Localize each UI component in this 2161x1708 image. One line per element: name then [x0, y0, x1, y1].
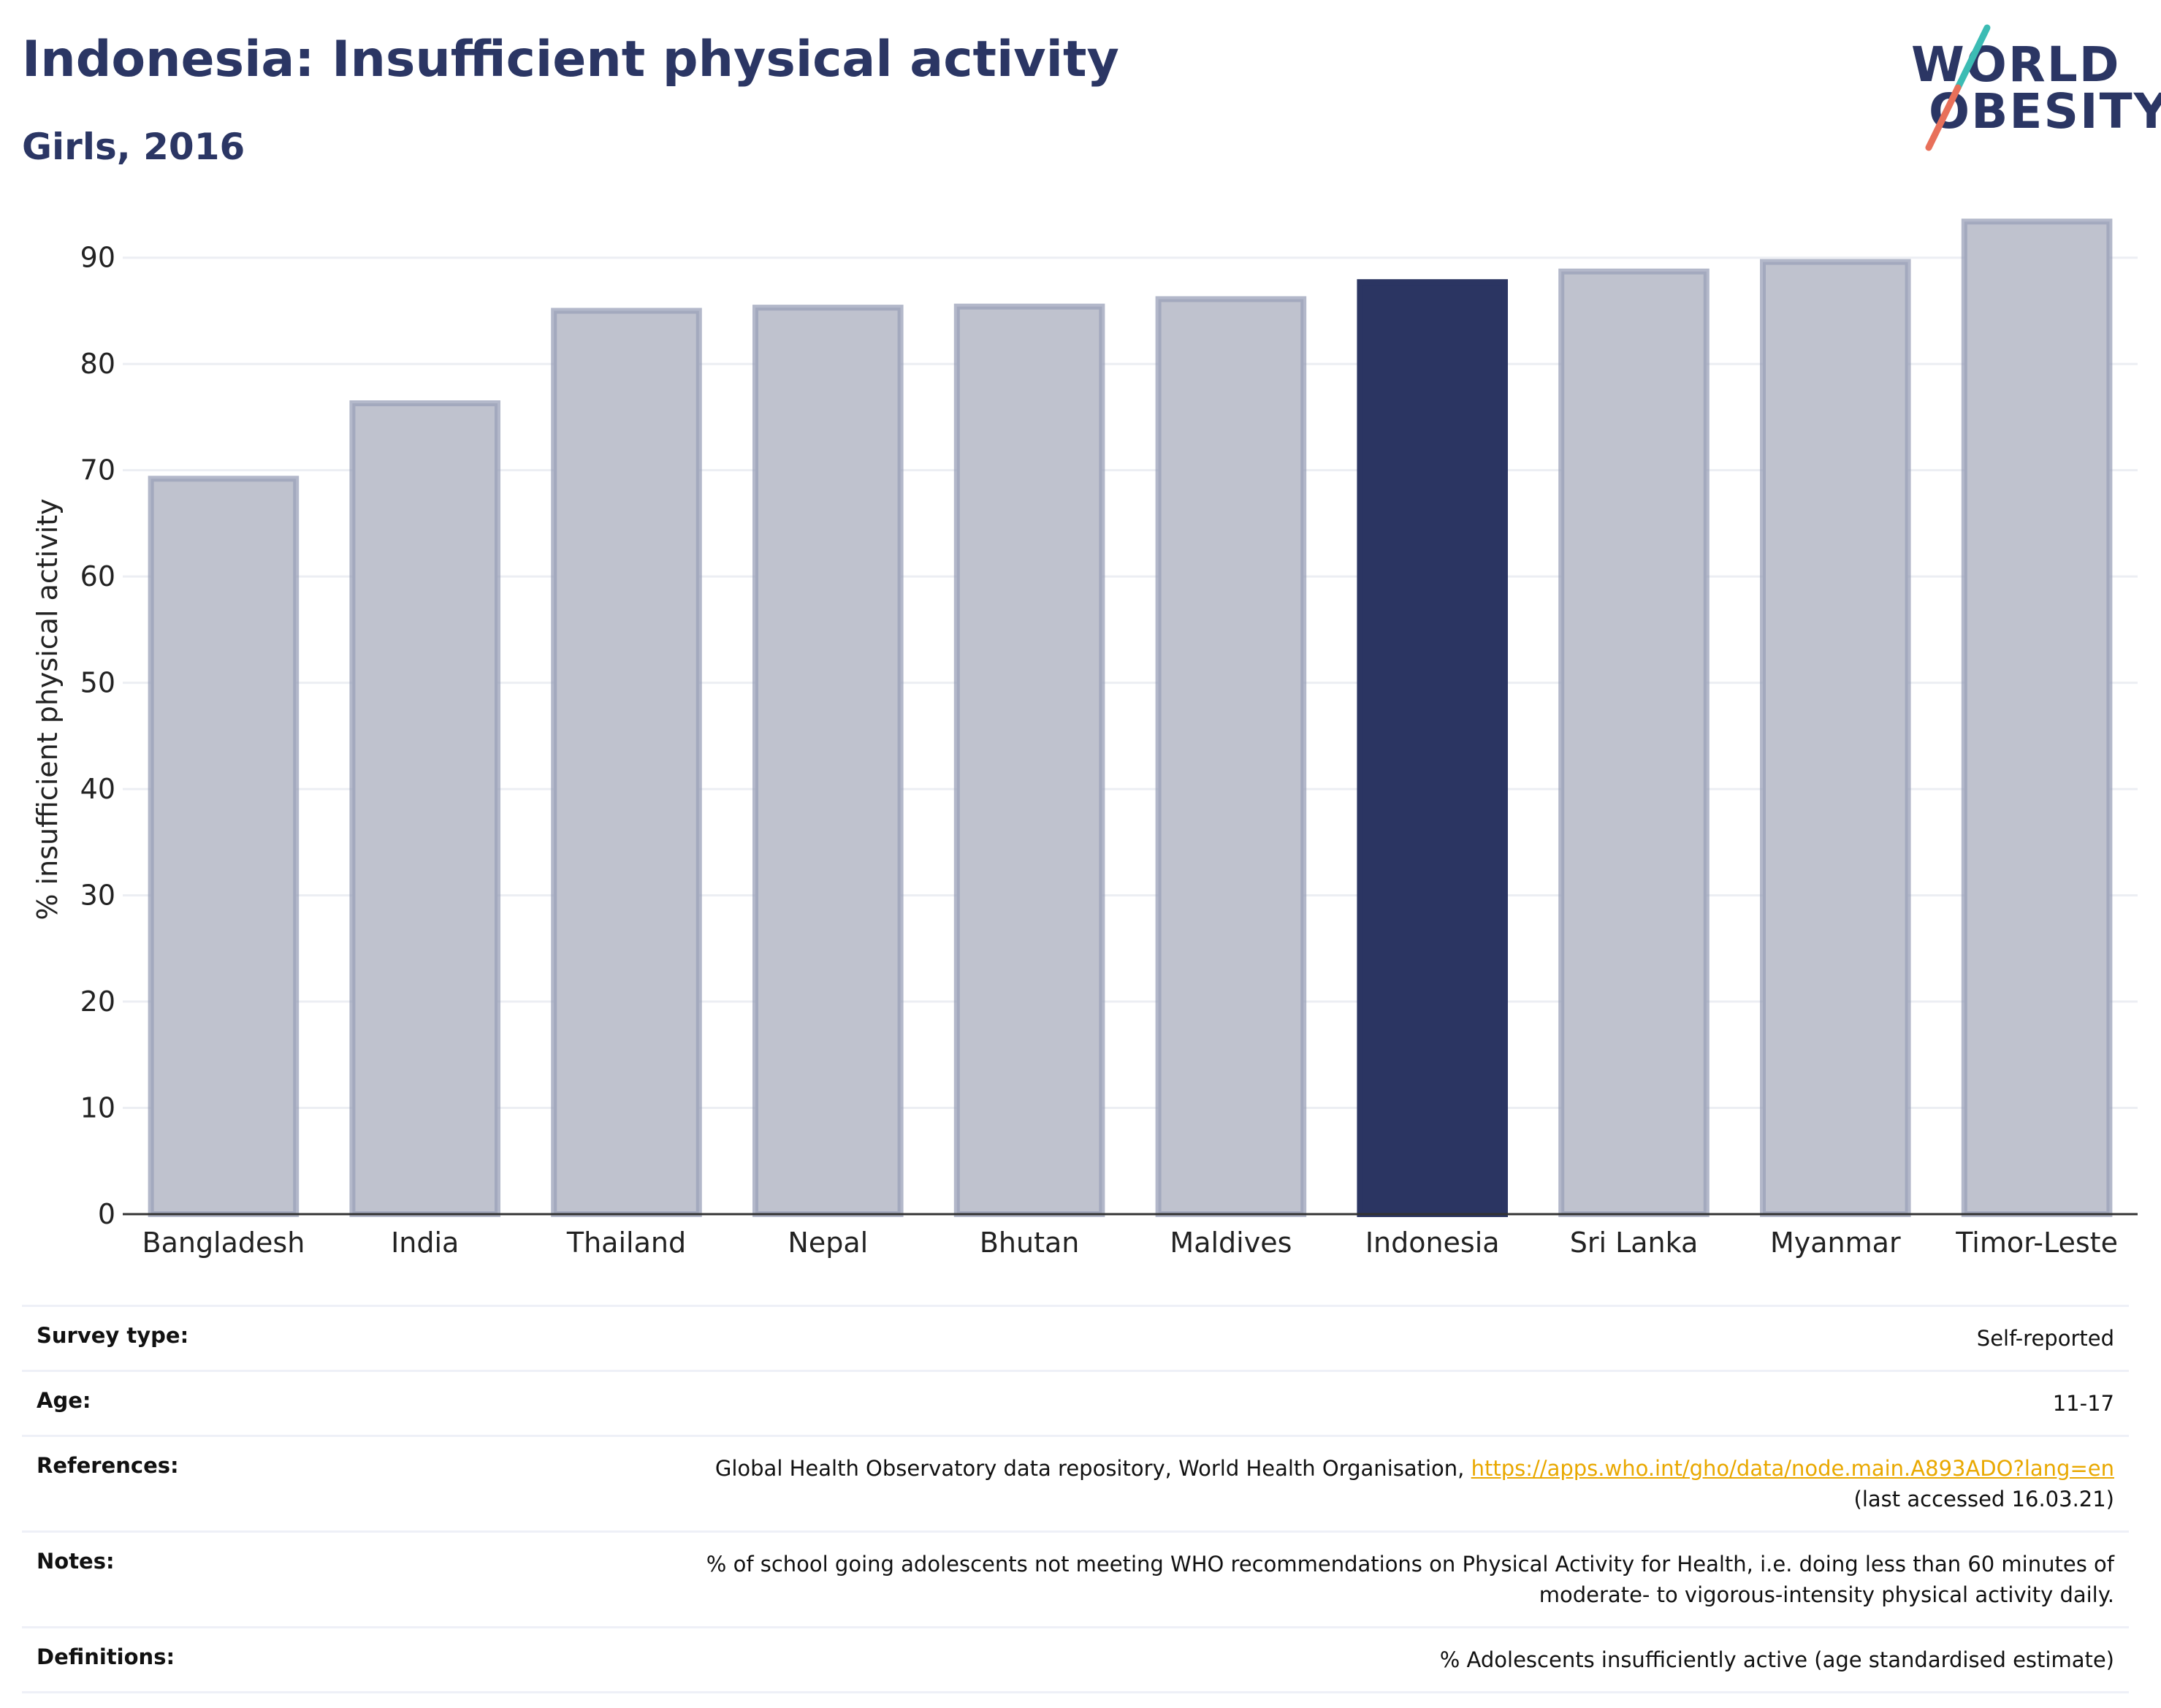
x-tick-label: Bangladesh — [142, 1227, 305, 1259]
info-row-age: Age: 11-17 — [22, 1370, 2129, 1435]
x-tick-label: Myanmar — [1770, 1227, 1901, 1259]
bar-timor-leste — [1961, 218, 2113, 1218]
bar-thailand — [551, 308, 702, 1218]
x-tick-label: Timor-Leste — [1955, 1227, 2118, 1259]
logo-line-obesity: OBESITY — [1929, 83, 2161, 140]
page-subtitle: Girls, 2016 — [22, 126, 245, 168]
y-axis-ticks: 0 10 20 30 40 50 60 70 80 90 — [80, 242, 115, 1230]
info-label: Survey type: — [37, 1323, 189, 1348]
page-title: Indonesia: Insufficient physical activit… — [22, 31, 1119, 88]
y-tick-label: 60 — [80, 560, 115, 592]
x-tick-label: Nepal — [788, 1227, 868, 1259]
reference-accessed: (last accessed 16.03.21) — [1853, 1487, 2114, 1511]
logo-slash-icon — [1925, 24, 1991, 151]
bar-bhutan — [953, 303, 1105, 1217]
y-tick-label: 10 — [80, 1092, 115, 1124]
bar-chart: 0 10 20 30 40 50 60 70 80 90 Bangladesh India Thail… — [31, 218, 2138, 1259]
bar-bangladesh — [148, 476, 300, 1218]
logo-line-world: WORLD — [1911, 37, 2121, 93]
info-label: Age: — [37, 1388, 91, 1413]
bar-india — [349, 400, 500, 1218]
x-tick-label: India — [391, 1227, 459, 1259]
world-obesity-logo: WORLD OBESITY — [1899, 22, 2161, 153]
info-row-survey-type: Survey type: Self-reported — [22, 1305, 2129, 1370]
y-tick-label: 40 — [80, 773, 115, 805]
bar-indonesia — [1357, 279, 1508, 1217]
info-label: Definitions: — [37, 1644, 175, 1669]
bars — [148, 218, 2113, 1218]
info-row-references: References: Global Health Observatory da… — [22, 1435, 2129, 1530]
info-table: Survey type: Self-reported Age: 11-17 Re… — [22, 1305, 2129, 1693]
y-tick-label: 0 — [98, 1198, 115, 1230]
x-tick-label: Sri Lanka — [1570, 1227, 1699, 1259]
reference-link[interactable]: https://apps.who.int/gho/data/node.main.… — [1471, 1456, 2114, 1481]
y-tick-label: 80 — [80, 348, 115, 380]
y-tick-label: 70 — [80, 454, 115, 487]
x-axis-ticks: Bangladesh India Thailand Nepal Bhutan Maldiv… — [142, 1227, 2118, 1259]
info-label: Notes: — [37, 1549, 115, 1574]
x-tick-label: Maldives — [1170, 1227, 1292, 1259]
notes-line-2: moderate- to vigorous-intensity physical… — [1539, 1582, 2114, 1607]
info-row-definitions: Definitions: % Adolescents insufficientl… — [22, 1626, 2129, 1693]
info-value: % Adolescents insufficiently active (age… — [1439, 1647, 2114, 1672]
info-value: Self-reported — [1976, 1326, 2114, 1351]
y-axis-label: % insufficient physical activity — [31, 498, 64, 920]
info-label: References: — [37, 1453, 179, 1478]
info-row-notes: Notes: % of school going adolescents not… — [22, 1530, 2129, 1626]
bar-maldives — [1155, 296, 1307, 1218]
y-tick-label: 90 — [80, 242, 115, 274]
info-value: % of school going adolescents not meetin… — [706, 1549, 2114, 1610]
y-tick-label: 30 — [80, 880, 115, 912]
bar-nepal — [752, 305, 904, 1217]
info-value: 11-17 — [2052, 1391, 2114, 1416]
bar-sri-lanka — [1558, 268, 1710, 1217]
x-tick-label: Bhutan — [980, 1227, 1080, 1259]
info-value: Global Health Observatory data repositor… — [715, 1453, 2114, 1514]
reference-text: Global Health Observatory data repositor… — [714, 1456, 1471, 1481]
y-tick-label: 20 — [80, 985, 115, 1018]
x-tick-label: Indonesia — [1365, 1227, 1500, 1259]
y-tick-label: 50 — [80, 667, 115, 699]
x-tick-label: Thailand — [566, 1227, 686, 1259]
notes-line-1: % of school going adolescents not meetin… — [706, 1552, 2114, 1577]
bar-myanmar — [1760, 259, 1911, 1217]
